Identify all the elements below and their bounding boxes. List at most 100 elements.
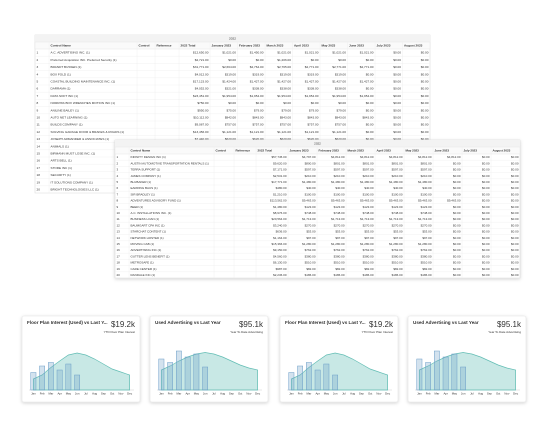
cell: A.C. INSTALLATIONS INC. (1) [131, 211, 172, 215]
cell: $0.00 [482, 174, 490, 178]
cell: 17 [117, 254, 121, 258]
cell: $270.00 [363, 223, 374, 227]
cell: $1,280.00 [418, 242, 432, 246]
cell: $0.00 [421, 108, 429, 112]
table-bg [114, 139, 521, 279]
cell: $597.00 [363, 168, 374, 172]
cell: $10,112.00 [193, 116, 209, 120]
cell: $748.00 [334, 211, 345, 215]
cell: SOLVING GARAGE DOOR & BRAKES & ROADS (1) [51, 130, 125, 134]
x-tick-label: Dec [255, 392, 261, 396]
cell: $4,797.00 [302, 155, 316, 159]
cell: $9,463.00 [302, 199, 316, 203]
cell: $79.00 [309, 108, 319, 112]
cell: 4 [37, 72, 39, 76]
x-tick-label: Dec [127, 392, 133, 396]
cell: $762.00 [305, 248, 316, 252]
kpi-value: $19.2k [369, 320, 394, 329]
cell: $0.00 [482, 211, 490, 215]
cell: $1,427.00 [250, 80, 264, 84]
cell: $0.00 [453, 205, 461, 209]
card-title: Floor Plan Interest (Used) vs Last Y... [27, 320, 108, 325]
cell: $0.00 [511, 180, 519, 184]
cell: $0.00 [453, 223, 461, 227]
x-tick-label: Dec [385, 392, 391, 396]
column-header: February 2023 [239, 43, 260, 47]
area [33, 352, 130, 391]
cell: $1,713.00 [360, 217, 374, 221]
cell: BRIGHT TECHNOLOGIES LLC (1) [51, 188, 99, 192]
cell: $0.00 [338, 101, 346, 105]
cell: $1,021.00 [305, 51, 319, 55]
cell: 2 [37, 58, 39, 62]
cell: 9 [117, 205, 119, 209]
cell: $843.00 [335, 116, 346, 120]
x-tick-label: Aug [478, 392, 483, 396]
cell: $186.00 [363, 273, 374, 277]
cell: $9,620.00 [273, 161, 287, 165]
cell: $8,976.00 [273, 211, 287, 215]
cell: $0.00 [453, 186, 461, 190]
cell: $4,812.00 [418, 155, 432, 159]
cell: $0.00 [482, 248, 490, 252]
cell: $82.00 [422, 267, 432, 271]
cell: $6,130.00 [273, 261, 287, 265]
kpi-value: $95.1k [497, 320, 522, 329]
cell: $801.00 [363, 161, 374, 165]
x-tick-label: Mar [48, 392, 53, 396]
cell: $0.00 [366, 72, 374, 76]
cell: $748.00 [363, 211, 374, 215]
cell: $1,480.00 [331, 180, 345, 184]
cell: $7,440.00 [195, 137, 209, 141]
bar [176, 350, 182, 391]
cell: $0.00 [393, 80, 401, 84]
cell: $0.00 [366, 123, 374, 127]
x-tick-label: Feb [40, 392, 45, 396]
cell: $1,427.00 [360, 80, 374, 84]
cell: 3 [37, 65, 39, 69]
cell: $0.00 [453, 211, 461, 215]
x-tick-label: May [66, 392, 72, 396]
cell: $1,280.00 [360, 242, 374, 246]
cell: $20,564.00 [271, 217, 286, 221]
column-header: July 2023 [377, 43, 391, 47]
cell: $100.00 [421, 192, 432, 196]
cell: $0.00 [228, 101, 236, 105]
cell: $40.00 [306, 186, 316, 190]
cell: $950.00 [197, 108, 208, 112]
cell: $97.00 [364, 236, 374, 240]
cell: $0.00 [482, 273, 490, 277]
cell: $0.00 [511, 199, 519, 203]
cell: $0.00 [511, 205, 519, 209]
cell: DARRAMA (1) [51, 87, 71, 91]
cell: $9,463.00 [447, 199, 461, 203]
cell: $4,560.00 [273, 254, 287, 258]
cell: $338.00 [280, 87, 291, 91]
cell: $757.00 [307, 123, 318, 127]
cell: $0.00 [453, 273, 461, 277]
cell: $0.00 [453, 168, 461, 172]
cell: $319.00 [280, 72, 291, 76]
cell: $0.00 [453, 267, 461, 271]
cell: $0.00 [393, 108, 401, 112]
cell: $0.00 [511, 261, 519, 265]
cell: $801.00 [421, 161, 432, 165]
cell: 11 [37, 123, 40, 127]
cell: $0.00 [453, 192, 461, 196]
cell: $338.00 [252, 87, 263, 91]
cell: $23,451.00 [193, 94, 209, 98]
cell: $0.00 [511, 230, 519, 234]
card-title: Used Advertising vs Last Year [413, 320, 479, 325]
cell: $0.00 [393, 101, 401, 105]
bar [416, 358, 423, 391]
cell: $100.00 [334, 192, 345, 196]
cell: $2,531.00 [273, 174, 287, 178]
cell: $100.00 [305, 192, 316, 196]
cell: SECURITY (1) [51, 173, 71, 177]
cell: $9,087.00 [195, 123, 209, 127]
cell: $270.00 [334, 223, 345, 227]
cell: $0.00 [256, 101, 264, 105]
cell: 15 [117, 242, 121, 246]
cell: $380.00 [421, 254, 432, 258]
